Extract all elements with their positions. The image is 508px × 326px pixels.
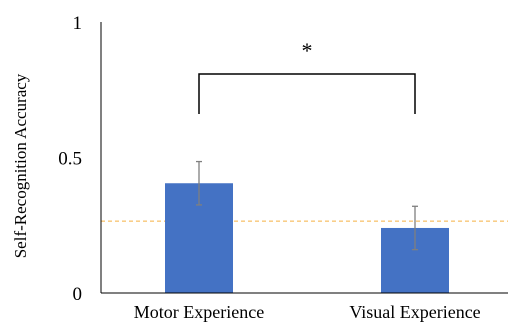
significance-bracket: * (198, 38, 416, 114)
category-label-1: Motor Experience (134, 302, 264, 322)
y-tick-label: 1 (73, 13, 83, 34)
category-label-2: Visual Experience (349, 302, 480, 322)
plot-area (100, 22, 508, 294)
error-bar-2 (412, 205, 418, 251)
category-labels: Motor Experience Visual Experience (134, 302, 481, 322)
y-tick-label: 0 (73, 284, 83, 305)
significance-star: * (302, 38, 313, 63)
significance-line (198, 73, 416, 114)
y-axis-title: Self-Recognition Accuracy (11, 73, 30, 258)
error-bar-1 (196, 160, 202, 206)
y-tick-label: 0.5 (58, 149, 82, 170)
y-tick-labels: 00.51 (58, 13, 82, 305)
